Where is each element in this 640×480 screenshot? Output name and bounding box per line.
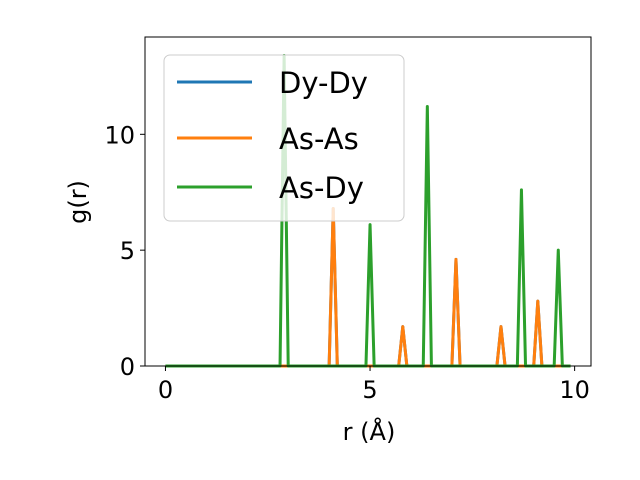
legend-box [163,54,405,222]
y-tick-label: 5 [120,237,135,265]
y-axis: 0 5 10 [104,121,145,381]
x-axis-label: r (Å) [343,417,396,446]
legend: Dy-Dy As-As As-Dy [163,54,405,222]
x-axis: 0 5 10 [158,366,590,404]
series-line-as-dy [165,54,571,368]
legend-label-as-as: As-As [279,122,359,156]
x-tick-label: 10 [559,376,590,404]
y-axis-label: g(r) [64,180,92,224]
axes-frame [144,36,592,367]
legend-label-dy-dy: Dy-Dy [279,66,368,100]
legend-label-as-dy: As-Dy [279,171,364,205]
y-tick-label: 0 [120,353,135,381]
y-tick-label: 10 [104,121,135,149]
series-line-as-as [165,206,571,368]
x-tick-label: 5 [362,376,377,404]
plot-area [165,54,571,368]
x-tick-label: 0 [158,376,173,404]
